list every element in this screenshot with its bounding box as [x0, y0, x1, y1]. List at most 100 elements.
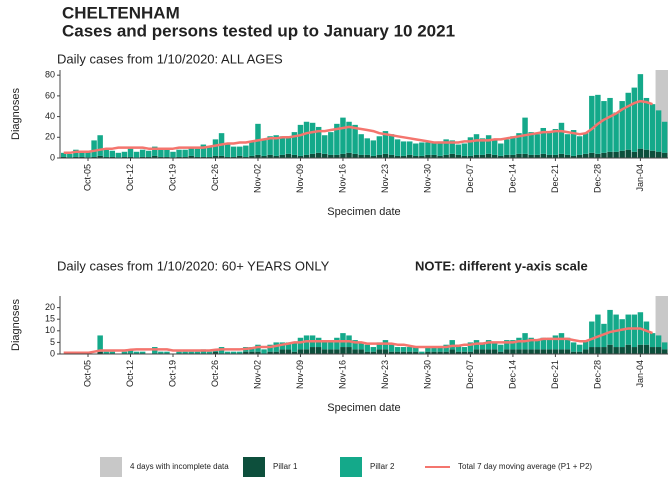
bar	[661, 121, 668, 153]
bar	[455, 154, 462, 158]
bar	[558, 349, 565, 354]
x-tick-label: Dec-21	[550, 360, 560, 389]
bar	[479, 342, 486, 350]
bar	[182, 149, 188, 157]
bar	[291, 351, 298, 354]
x-tick-label: Dec-21	[550, 164, 560, 193]
bar	[491, 349, 498, 354]
bar	[619, 150, 625, 158]
bar	[498, 344, 504, 352]
bar	[485, 153, 492, 158]
x-tick-label: Jan-04	[635, 164, 645, 192]
bar	[176, 351, 182, 354]
bar	[230, 146, 237, 157]
x-tick-label: Dec-14	[507, 164, 517, 193]
x-tick-label: Nov-23	[380, 164, 390, 193]
bar	[103, 351, 109, 354]
bar	[461, 347, 468, 352]
moving-average-line	[63, 99, 653, 155]
bar	[473, 349, 480, 354]
bar	[504, 139, 510, 155]
bar	[649, 104, 656, 151]
bar	[73, 156, 79, 158]
bar	[528, 154, 534, 158]
bar	[498, 155, 504, 158]
bar	[170, 151, 176, 158]
x-tick-label: Nov-02	[252, 164, 262, 193]
y-axis-label: Diagnoses	[10, 88, 22, 140]
bar	[376, 136, 383, 155]
bar	[437, 141, 443, 156]
bar	[121, 156, 128, 158]
bar	[340, 347, 346, 354]
bar	[145, 150, 152, 157]
bar	[540, 127, 546, 154]
bar	[249, 351, 255, 354]
bar	[291, 342, 298, 352]
x-tick-label: Nov-16	[337, 360, 347, 389]
bar	[625, 92, 631, 150]
x-tick-label: Nov-16	[337, 164, 347, 193]
bar	[364, 344, 370, 352]
bar	[364, 154, 370, 158]
bar	[230, 156, 237, 158]
bar	[212, 351, 219, 354]
bar	[619, 347, 625, 354]
bar	[394, 351, 401, 354]
bar	[206, 146, 213, 157]
bar	[376, 342, 383, 350]
bar	[643, 149, 650, 158]
bar	[279, 154, 285, 158]
x-tick-label: Oct-26	[210, 164, 220, 191]
bar	[485, 340, 492, 350]
bar	[540, 153, 546, 158]
bar	[224, 144, 231, 157]
bar	[546, 132, 553, 155]
legend-label: Pillar 2	[370, 462, 395, 471]
bar	[413, 347, 419, 352]
bar	[388, 154, 395, 158]
bar	[109, 351, 116, 354]
bar	[346, 121, 352, 153]
bar	[328, 132, 334, 155]
bar	[564, 337, 571, 350]
bar	[358, 154, 364, 158]
bar	[322, 153, 328, 158]
bar	[358, 342, 364, 350]
bar	[473, 134, 480, 155]
bar	[315, 347, 322, 354]
bar	[255, 351, 261, 354]
bar	[467, 342, 474, 352]
bar	[322, 349, 328, 354]
bar	[352, 124, 358, 154]
y-tick-label: 15	[45, 314, 55, 324]
bar	[601, 347, 607, 354]
bar	[261, 155, 267, 158]
bar	[419, 155, 425, 158]
bar	[583, 349, 589, 354]
bar	[158, 148, 164, 157]
y-tick-label: 20	[45, 302, 55, 312]
bar	[625, 149, 631, 158]
bar	[528, 337, 534, 350]
bar	[97, 155, 103, 158]
bar	[449, 349, 455, 354]
bar	[97, 335, 103, 352]
bar	[540, 337, 546, 350]
x-tick-label: Dec-07	[465, 360, 475, 389]
bar	[79, 156, 85, 158]
bar	[237, 155, 243, 158]
bar	[649, 333, 656, 348]
bar	[661, 152, 668, 158]
bar	[546, 337, 553, 350]
bar	[473, 154, 480, 158]
x-tick-label: Oct-26	[210, 360, 220, 387]
bar	[601, 152, 607, 158]
bar	[522, 153, 528, 158]
bar	[279, 136, 285, 155]
x-tick-label: Oct-12	[125, 360, 135, 387]
bar	[85, 150, 91, 158]
bar	[273, 351, 279, 354]
x-tick-label: Dec-28	[592, 360, 602, 389]
bar	[382, 153, 389, 158]
